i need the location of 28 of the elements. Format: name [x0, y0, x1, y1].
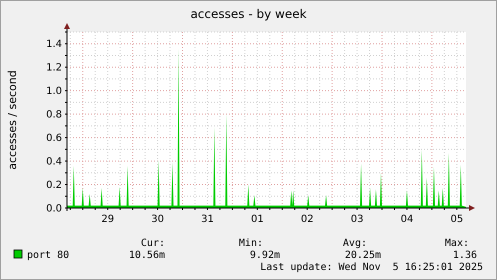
y-tick-label: 1.4 — [46, 39, 62, 50]
x-tick-label: 01 — [250, 214, 264, 225]
legend-label: port 80 — [27, 250, 70, 261]
x-tick-label: 29 — [101, 214, 114, 225]
y-tick-label: 0.4 — [46, 156, 62, 168]
y-tick-label: 1.0 — [46, 86, 62, 98]
text: Min: — [238, 238, 263, 249]
x-tick-label: 04 — [400, 214, 414, 225]
text: Max: — [444, 238, 469, 249]
x-tick-label: 31 — [201, 214, 214, 225]
text: 9.92m — [250, 250, 280, 261]
y-tick-label: 0.2 — [46, 180, 62, 192]
chart-title: accesses - by week — [190, 7, 307, 21]
text: Last update: Wed Nov 5 16:25:01 2025 — [260, 262, 483, 273]
x-tick-label: 30 — [151, 214, 164, 225]
text: Avg: — [342, 238, 367, 249]
x-tick-label: 05 — [450, 214, 464, 225]
y-tick-label: 0.8 — [46, 110, 62, 121]
text: 10.56m — [128, 250, 165, 261]
text: 1.36 — [452, 250, 477, 261]
y-tick-label: 0.0 — [46, 204, 62, 214]
text: 20.25m — [344, 250, 381, 261]
x-tick-label: 02 — [300, 214, 314, 225]
text: Cur: — [140, 238, 165, 249]
x-tick-label: 03 — [350, 214, 364, 225]
y-tick-label: 0.6 — [46, 133, 62, 144]
y-axis-title: accesses / second — [6, 70, 19, 170]
y-tick-label: 1.2 — [46, 62, 62, 74]
